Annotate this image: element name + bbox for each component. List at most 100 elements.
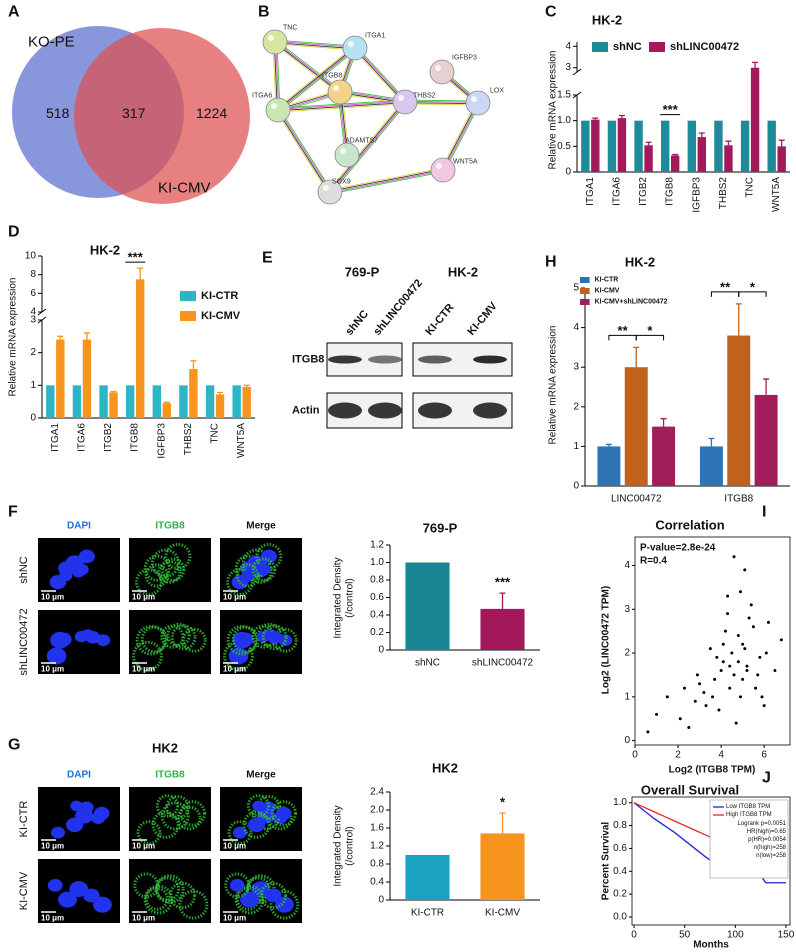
network-node-shine (398, 95, 404, 101)
x-tick-label: 0 (631, 930, 637, 941)
chart-title: HK2 (432, 761, 458, 776)
network-node-shine (268, 35, 274, 41)
error-bar (778, 139, 785, 147)
error-bar (763, 378, 770, 395)
scale-label: 10 μm (223, 842, 246, 851)
y-tick-label: 1.2 (370, 841, 384, 852)
y-tick-label: 1 (624, 691, 630, 702)
nucleus (276, 806, 292, 820)
network-edge (356, 46, 407, 101)
x-tick-label: ITGA1 (50, 423, 61, 452)
x-tick-label: 100 (727, 930, 744, 941)
y-axis-label: Relative mRNA expression (8, 278, 19, 397)
x-tick-label: TNC (210, 423, 221, 444)
venn-count: 518 (46, 105, 70, 121)
y-tick-label: 1.5 (557, 90, 571, 101)
y-tick-label: 0.8 (613, 820, 627, 831)
bar (777, 146, 786, 172)
point (751, 625, 755, 629)
bar (754, 394, 778, 486)
x-tick-label: IGFBP3 (156, 423, 167, 459)
nucleus (58, 891, 77, 908)
y-tick-label: 0 (378, 645, 384, 656)
point (741, 642, 745, 646)
error-bar (592, 117, 599, 120)
cell-stain (154, 874, 185, 904)
point (743, 568, 747, 572)
legend-label: shNC (613, 41, 642, 53)
y-tick-label: 1.2 (370, 540, 384, 551)
network-node (265, 97, 291, 123)
scale-label: 10 μm (41, 842, 64, 851)
y-tick-label: 0.4 (370, 877, 384, 888)
bar (597, 446, 621, 486)
significance-label: * (750, 279, 756, 294)
network-edge (277, 100, 405, 110)
bar (661, 120, 670, 172)
network-edge (273, 43, 340, 94)
panel-title: HK2 (152, 741, 178, 756)
network-edge (278, 109, 331, 192)
cell-stain (179, 800, 207, 827)
network-edge (278, 48, 356, 111)
legend-label: KI-CTR (201, 290, 238, 302)
network-edge (277, 110, 330, 193)
x-tick-label: shLINC00472 (472, 658, 534, 669)
nucleus (70, 800, 83, 812)
error-bar (137, 267, 144, 280)
network-node-label: ITGA1 (365, 33, 385, 40)
bar (162, 403, 171, 418)
error-bar (217, 391, 224, 395)
network-edge (331, 102, 407, 194)
x-tick-label: ITGA1 (585, 177, 596, 206)
network-node-label: ITGB8 (322, 73, 342, 80)
panel-letter: B (258, 4, 270, 21)
y-axis-label: Integrated Density (333, 557, 344, 638)
bar (205, 385, 215, 418)
blot-band (328, 355, 362, 364)
y-tick-label: 1.0 (557, 115, 571, 126)
x-tick-label: shNC (415, 658, 440, 669)
network-node-shine (323, 185, 329, 191)
annotation: P-value=2.8e-24 (640, 543, 716, 554)
bar (724, 145, 733, 172)
point (760, 695, 764, 699)
nucleus (237, 632, 254, 647)
y-tick-label: 4 (30, 307, 36, 318)
nucleus (83, 888, 100, 903)
axis-break (572, 91, 582, 99)
x-tick-label: IGFBP3 (691, 177, 702, 213)
cell-stain (170, 624, 197, 651)
y-tick-label: 3 (565, 62, 571, 73)
network-edge (275, 40, 356, 48)
network-edge (276, 46, 355, 109)
nucleus (274, 896, 294, 913)
scale-label: 10 μm (41, 914, 64, 923)
point (730, 651, 734, 655)
bar (727, 335, 751, 486)
point (743, 647, 747, 651)
x-tick-label: ITGA6 (76, 423, 87, 452)
significance-label: * (647, 323, 653, 338)
nucleus (265, 888, 282, 903)
cell-stain (165, 794, 191, 820)
error-bar (57, 335, 64, 340)
y-axis-label: Integrated Density (333, 805, 344, 886)
x-tick-label: ITGB2 (103, 423, 114, 452)
network-edge (278, 102, 406, 112)
y-tick-label: 0.6 (613, 843, 627, 854)
error-bar (243, 384, 250, 387)
cell-stain (168, 881, 197, 910)
cell-stain (160, 801, 190, 831)
point (756, 673, 760, 677)
error-bar (708, 437, 715, 447)
point (738, 695, 742, 699)
y-tick-label: 0 (624, 735, 630, 746)
y-axis-label: (/control) (345, 826, 356, 865)
network-node-shine (340, 148, 346, 154)
blot-lane: KI-CMV (465, 300, 500, 338)
venn-set-label: KO-PE (28, 34, 75, 51)
channel-label: ITGB8 (155, 770, 185, 781)
cell-stain (246, 794, 271, 818)
point (738, 590, 742, 594)
